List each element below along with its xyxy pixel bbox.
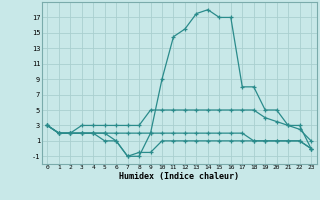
X-axis label: Humidex (Indice chaleur): Humidex (Indice chaleur) bbox=[119, 172, 239, 181]
